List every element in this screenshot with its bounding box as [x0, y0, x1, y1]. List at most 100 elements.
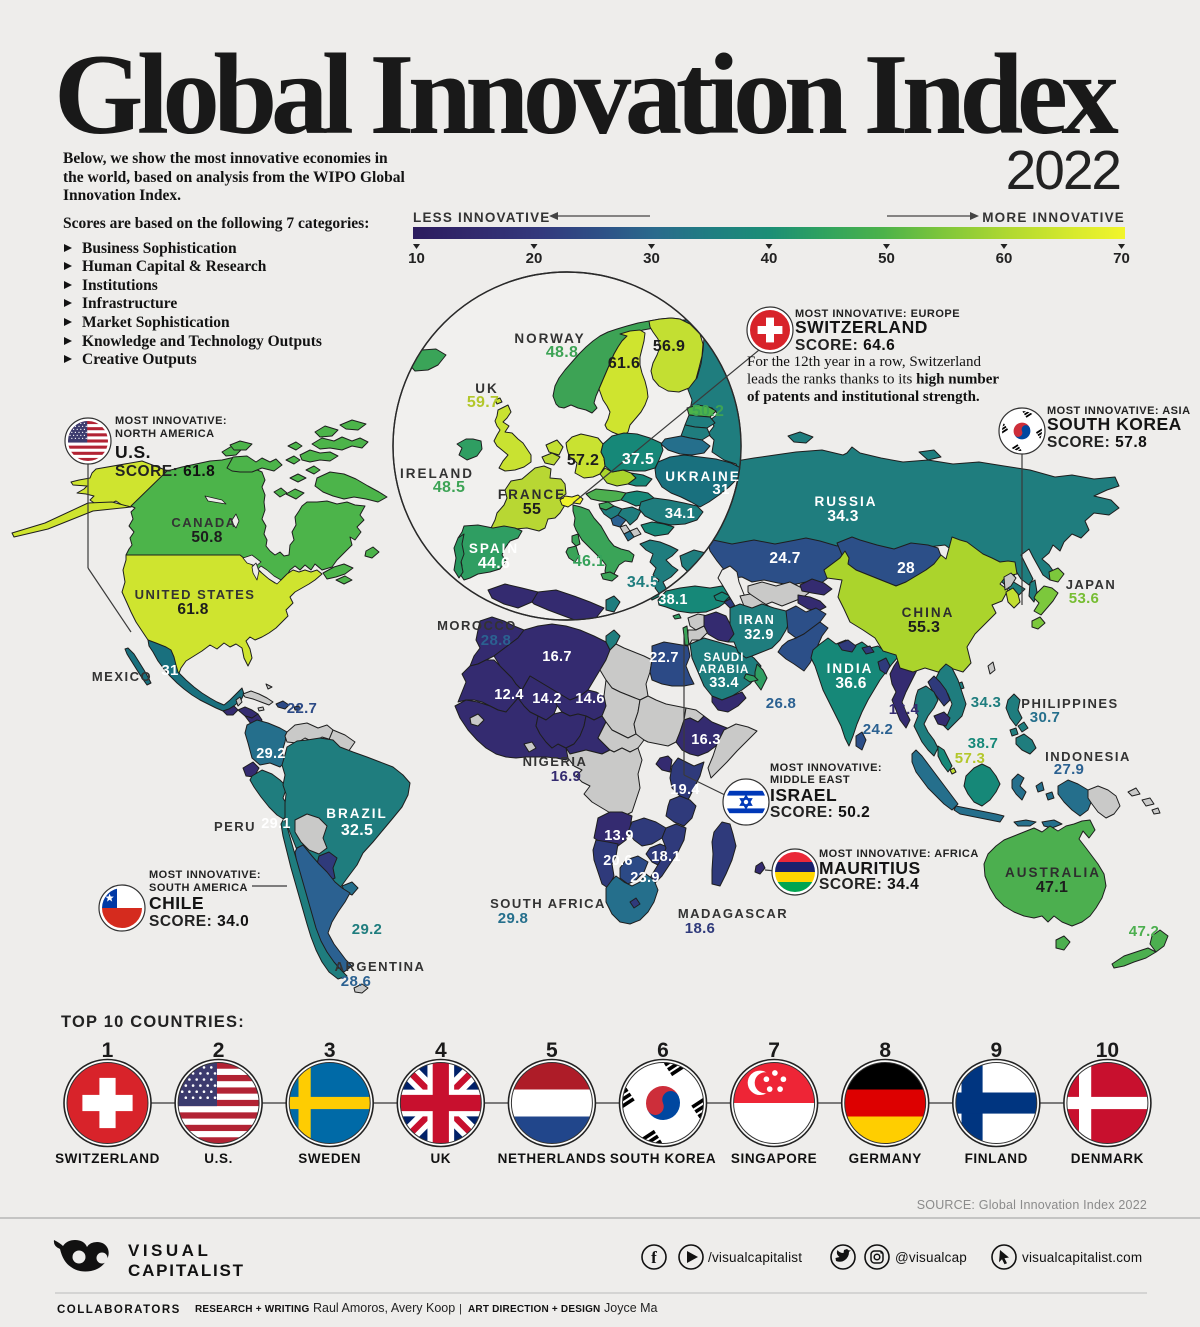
svg-text:18.6: 18.6	[685, 920, 715, 937]
svg-text:MOST INNOVATIVE:: MOST INNOVATIVE:	[770, 762, 882, 774]
svg-text:FINLAND: FINLAND	[965, 1151, 1028, 1166]
svg-text:61.6: 61.6	[608, 355, 640, 372]
svg-text:MOROCCO: MOROCCO	[437, 618, 517, 633]
svg-text:IRELAND: IRELAND	[400, 466, 474, 481]
svg-text:INDONESIA: INDONESIA	[1045, 749, 1131, 764]
svg-text:50.8: 50.8	[191, 529, 222, 546]
svg-text:MEXICO: MEXICO	[92, 669, 152, 684]
svg-text:16.4: 16.4	[889, 701, 920, 718]
svg-text:MOST INNOVATIVE:: MOST INNOVATIVE:	[149, 869, 261, 881]
svg-text:IRAN: IRAN	[739, 613, 776, 627]
svg-text:AUSTRALIA: AUSTRALIA	[1005, 865, 1101, 880]
svg-text:MOST INNOVATIVE: ASIA: MOST INNOVATIVE: ASIA	[1047, 405, 1191, 417]
svg-text:CANADA: CANADA	[171, 515, 236, 530]
svg-text:32.5: 32.5	[341, 822, 373, 839]
svg-text:CHILE: CHILE	[149, 893, 204, 913]
svg-text:16.9: 16.9	[551, 768, 581, 785]
svg-text:leads the ranks thanks to its: leads the ranks thanks to its high numbe…	[747, 372, 999, 388]
svg-text:10: 10	[1096, 1039, 1119, 1062]
svg-text:BRAZIL: BRAZIL	[326, 806, 388, 821]
svg-text:48.5: 48.5	[433, 479, 465, 496]
svg-text:UK: UK	[475, 381, 499, 396]
svg-text:34.3: 34.3	[827, 508, 858, 525]
svg-text:20.6: 20.6	[603, 853, 632, 869]
svg-text:SWITZERLAND: SWITZERLAND	[55, 1151, 160, 1166]
svg-text:Joyce Ma: Joyce Ma	[604, 1301, 658, 1315]
svg-text:22.7: 22.7	[287, 700, 317, 717]
svg-text:PERU: PERU	[214, 819, 256, 834]
svg-text:34.5: 34.5	[627, 574, 659, 591]
svg-text:SWITZERLAND: SWITZERLAND	[795, 317, 928, 337]
svg-text:23.9: 23.9	[630, 870, 659, 886]
svg-text:TOP 10 COUNTRIES:: TOP 10 COUNTRIES:	[61, 1013, 245, 1031]
svg-text:MOST INNOVATIVE: AFRICA: MOST INNOVATIVE: AFRICA	[819, 848, 979, 860]
svg-text:55: 55	[523, 501, 541, 518]
svg-text:14.2: 14.2	[532, 691, 561, 707]
svg-text:2: 2	[213, 1039, 225, 1062]
svg-text:48.8: 48.8	[546, 344, 578, 361]
svg-text:44.6: 44.6	[478, 555, 510, 572]
svg-text:NORWAY: NORWAY	[514, 331, 585, 346]
svg-text:U.S.: U.S.	[204, 1151, 233, 1166]
svg-text:70: 70	[1113, 250, 1130, 267]
svg-text:GERMANY: GERMANY	[849, 1151, 922, 1166]
svg-text:34.3: 34.3	[971, 694, 1001, 711]
svg-text:SOUTH KOREA: SOUTH KOREA	[1047, 414, 1182, 434]
svg-text:of patents and institutional s: of patents and institutional strength.	[747, 389, 980, 405]
svg-text:13.9: 13.9	[604, 828, 633, 844]
svg-text:SCORE: 57.8: SCORE: 57.8	[1047, 434, 1147, 451]
svg-text:56.9: 56.9	[653, 338, 685, 355]
svg-text:38.7: 38.7	[968, 735, 998, 752]
svg-text:38.1: 38.1	[658, 592, 687, 608]
svg-text:MOST INNOVATIVE: EUROPE: MOST INNOVATIVE: EUROPE	[795, 308, 960, 320]
svg-text:20: 20	[526, 250, 543, 267]
svg-text:5: 5	[546, 1039, 558, 1062]
svg-text:55.3: 55.3	[908, 619, 940, 636]
svg-text:SWEDEN: SWEDEN	[298, 1151, 361, 1166]
svg-text:30: 30	[643, 250, 660, 267]
svg-text:COLLABORATORS: COLLABORATORS	[57, 1304, 181, 1316]
svg-text:47.1: 47.1	[1036, 879, 1068, 896]
svg-text:Raul Amoros, Avery Koop: Raul Amoros, Avery Koop	[313, 1301, 455, 1315]
svg-text:SOUTH AFRICA: SOUTH AFRICA	[490, 896, 606, 911]
svg-text:14.6: 14.6	[575, 691, 604, 707]
svg-text:ARABIA: ARABIA	[699, 664, 750, 676]
svg-text:28: 28	[897, 560, 915, 577]
svg-text:SOUTH AMERICA: SOUTH AMERICA	[149, 882, 248, 894]
svg-text:NORTH AMERICA: NORTH AMERICA	[115, 428, 215, 440]
svg-text:CHINA: CHINA	[902, 605, 955, 620]
svg-text:DENMARK: DENMARK	[1071, 1151, 1144, 1166]
svg-text:28.8: 28.8	[481, 632, 511, 649]
svg-text:RESEARCH + WRITING: RESEARCH + WRITING	[195, 1304, 309, 1315]
svg-text:MIDDLE EAST: MIDDLE EAST	[770, 774, 850, 786]
svg-text:UK: UK	[430, 1151, 451, 1166]
svg-text:19.4: 19.4	[670, 782, 699, 798]
svg-text:MOST INNOVATIVE:: MOST INNOVATIVE:	[115, 415, 227, 427]
svg-text:/visualcapitalist: /visualcapitalist	[708, 1250, 802, 1265]
svg-text:29.2: 29.2	[256, 746, 285, 762]
svg-text:24.7: 24.7	[769, 550, 800, 567]
svg-text:18.1: 18.1	[651, 849, 680, 865]
svg-text:40: 40	[761, 250, 778, 267]
svg-text:50.2: 50.2	[692, 403, 724, 420]
svg-text:SINGAPORE: SINGAPORE	[731, 1151, 817, 1166]
svg-text:60: 60	[996, 250, 1013, 267]
svg-text:UNITED STATES: UNITED STATES	[135, 587, 256, 602]
svg-text:VISUAL: VISUAL	[128, 1241, 211, 1260]
svg-text:29.1: 29.1	[261, 816, 290, 832]
svg-text:46.1: 46.1	[573, 553, 605, 570]
svg-text:MADAGASCAR: MADAGASCAR	[678, 906, 788, 921]
svg-text:ISRAEL: ISRAEL	[770, 785, 837, 805]
svg-text:LESS INNOVATIVE: LESS INNOVATIVE	[413, 210, 551, 225]
svg-text:50: 50	[878, 250, 895, 267]
svg-text:SCORE: 50.2: SCORE: 50.2	[770, 804, 870, 821]
svg-text:U.S.: U.S.	[115, 442, 151, 462]
svg-text:SCORE: 61.8: SCORE: 61.8	[115, 463, 215, 480]
svg-text:57.2: 57.2	[567, 452, 599, 469]
svg-text:7: 7	[768, 1039, 780, 1062]
svg-text:36.6: 36.6	[835, 675, 866, 692]
svg-text:PHILIPPINES: PHILIPPINES	[1021, 696, 1118, 711]
svg-text:f: f	[651, 1248, 657, 1267]
svg-text:61.8: 61.8	[177, 601, 208, 618]
svg-text:4: 4	[435, 1039, 447, 1062]
